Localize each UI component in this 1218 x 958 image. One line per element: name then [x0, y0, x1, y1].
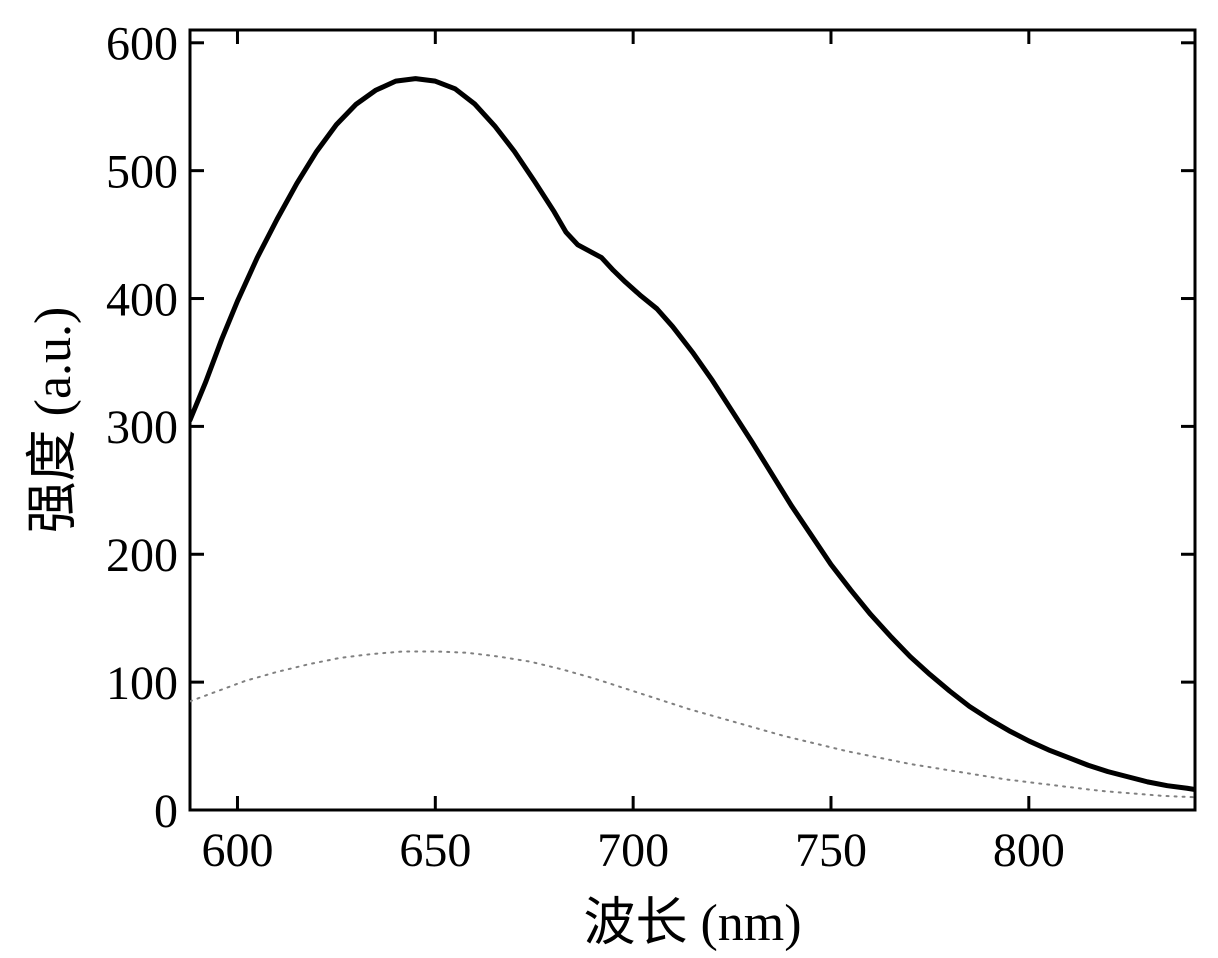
chart-container: 600 650 700 750 800 0 100 200 300 400 500 600 波长 (nm… [0, 0, 1218, 958]
x-tick-label: 650 [399, 824, 471, 877]
x-axis-label: 波长 (nm) [583, 895, 801, 952]
y-tick-label: 300 [106, 401, 178, 454]
y-axis-label: 强度 (a.u.) [25, 307, 82, 534]
x-tick-label: 800 [993, 824, 1065, 877]
x-tick-label: 600 [201, 824, 273, 877]
y-tick-label: 0 [154, 785, 178, 838]
y-tick-label: 600 [106, 18, 178, 71]
x-tick-label: 700 [597, 824, 669, 877]
y-tick-label: 100 [106, 657, 178, 710]
y-tick-label: 400 [106, 273, 178, 326]
y-tick-label: 200 [106, 529, 178, 582]
y-tick-label: 500 [106, 145, 178, 198]
spectrum-chart: 600 650 700 750 800 0 100 200 300 400 500 600 波长 (nm… [0, 0, 1218, 958]
x-tick-label: 750 [795, 824, 867, 877]
